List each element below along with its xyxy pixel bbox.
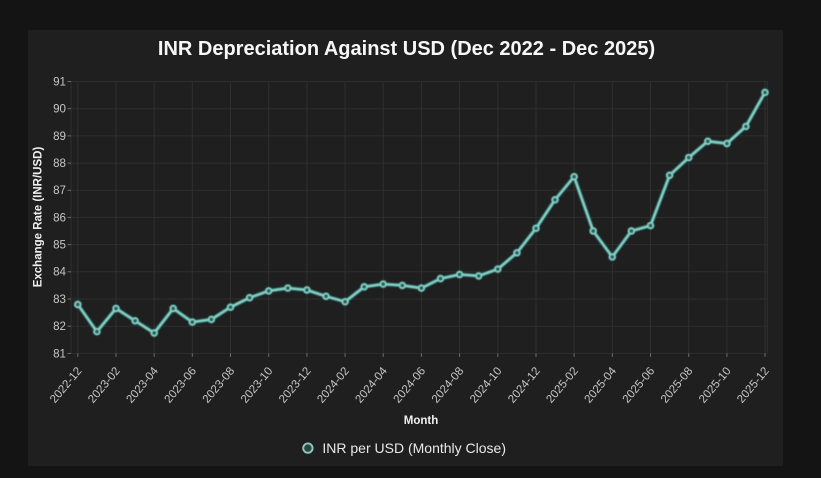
svg-text:90: 90: [53, 103, 66, 116]
svg-text:83: 83: [53, 293, 66, 306]
svg-text:INR Depreciation Against USD (: INR Depreciation Against USD (Dec 2022 -…: [158, 38, 655, 60]
svg-text:89: 89: [53, 130, 66, 143]
svg-text:88: 88: [53, 157, 66, 170]
svg-text:85: 85: [53, 239, 66, 252]
svg-text:Month: Month: [404, 415, 438, 427]
svg-text:91: 91: [53, 75, 66, 88]
svg-text:INR per USD (Monthly Close): INR per USD (Monthly Close): [322, 440, 506, 456]
svg-text:86: 86: [53, 211, 66, 224]
svg-text:87: 87: [53, 184, 66, 197]
svg-text:82: 82: [53, 320, 66, 333]
svg-text:84: 84: [53, 266, 66, 279]
svg-text:Exchange Rate (INR/USD): Exchange Rate (INR/USD): [33, 147, 45, 288]
svg-text:81: 81: [53, 347, 66, 360]
